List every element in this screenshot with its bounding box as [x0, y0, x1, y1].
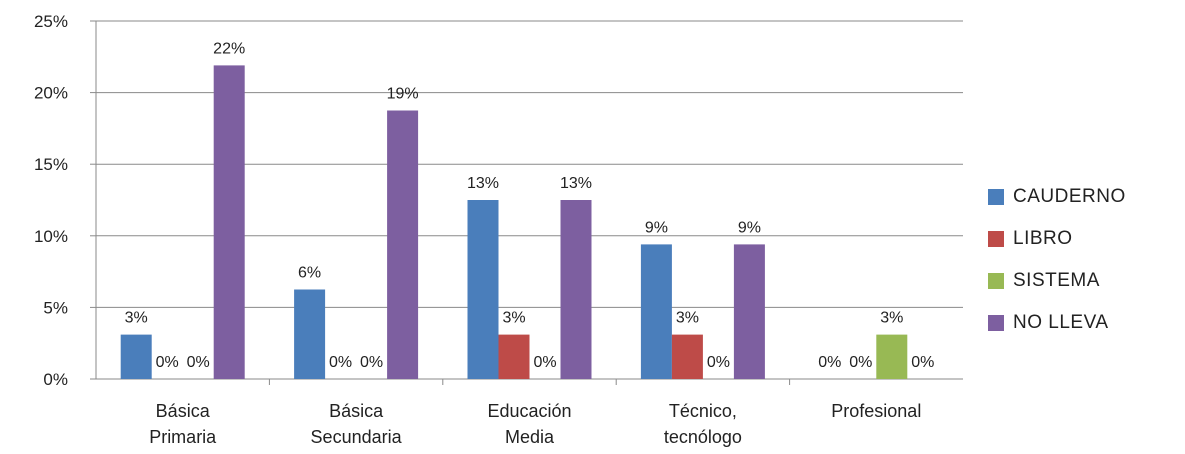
data-label: 0%	[360, 354, 383, 371]
y-tick-label: 5%	[43, 298, 68, 317]
data-label: 0%	[818, 354, 841, 371]
data-label: 0%	[911, 354, 934, 371]
data-label: 22%	[213, 40, 245, 57]
data-label: 13%	[560, 175, 592, 192]
data-label: 13%	[467, 175, 499, 192]
bar-libro	[498, 334, 530, 379]
bar-cauderno	[120, 334, 152, 379]
y-tick-label: 20%	[34, 84, 68, 103]
x-category-label: Secundaria	[311, 427, 403, 447]
data-label: 0%	[187, 354, 210, 371]
x-category-label: Básica	[156, 401, 211, 421]
x-category-label: Educación	[487, 401, 571, 421]
data-label: 3%	[125, 310, 148, 327]
legend-label: NO LLEVA	[1013, 312, 1109, 333]
legend-swatch	[988, 315, 1004, 331]
y-tick-label: 10%	[34, 227, 68, 246]
bar-no-lleva	[213, 65, 245, 379]
bar-libro	[671, 334, 703, 379]
data-label: 3%	[502, 310, 525, 327]
x-category-label: tecnólogo	[664, 427, 742, 447]
data-label: 9%	[645, 219, 668, 236]
y-tick-label: 25%	[34, 12, 68, 31]
legend-label: LIBRO	[1013, 228, 1073, 249]
data-label: 0%	[707, 354, 730, 371]
legend-label: SISTEMA	[1013, 270, 1100, 291]
legend-item: LIBRO	[988, 218, 1126, 260]
x-category-label: Primaria	[149, 427, 217, 447]
data-label: 3%	[880, 310, 903, 327]
legend-swatch	[988, 189, 1004, 205]
legend-item: NO LLEVA	[988, 302, 1126, 344]
legend-swatch	[988, 231, 1004, 247]
x-category-label: Básica	[329, 401, 384, 421]
data-label: 0%	[156, 354, 179, 371]
bar-cauderno	[294, 289, 326, 379]
data-label: 19%	[387, 86, 419, 103]
data-label: 9%	[738, 219, 761, 236]
data-label: 3%	[676, 310, 699, 327]
x-category-label: Profesional	[831, 401, 921, 421]
legend-swatch	[988, 273, 1004, 289]
bar-no-lleva	[387, 110, 419, 379]
legend-label: CAUDERNO	[1013, 186, 1126, 207]
chart-legend: CAUDERNO LIBRO SISTEMA NO LLEVA	[988, 176, 1126, 344]
data-label: 0%	[533, 354, 556, 371]
bar-no-lleva	[733, 244, 765, 379]
bar-cauderno	[640, 244, 672, 379]
legend-item: CAUDERNO	[988, 176, 1126, 218]
x-category-label: Media	[505, 427, 555, 447]
bar-no-lleva	[560, 200, 592, 379]
y-tick-label: 0%	[43, 370, 68, 389]
legend-item: SISTEMA	[988, 260, 1126, 302]
data-label: 0%	[329, 354, 352, 371]
data-label: 0%	[849, 354, 872, 371]
bar-cauderno	[467, 200, 499, 379]
y-tick-label: 15%	[34, 155, 68, 174]
bar-sistema	[876, 334, 908, 379]
data-label: 6%	[298, 265, 321, 282]
x-category-label: Técnico,	[669, 401, 737, 421]
